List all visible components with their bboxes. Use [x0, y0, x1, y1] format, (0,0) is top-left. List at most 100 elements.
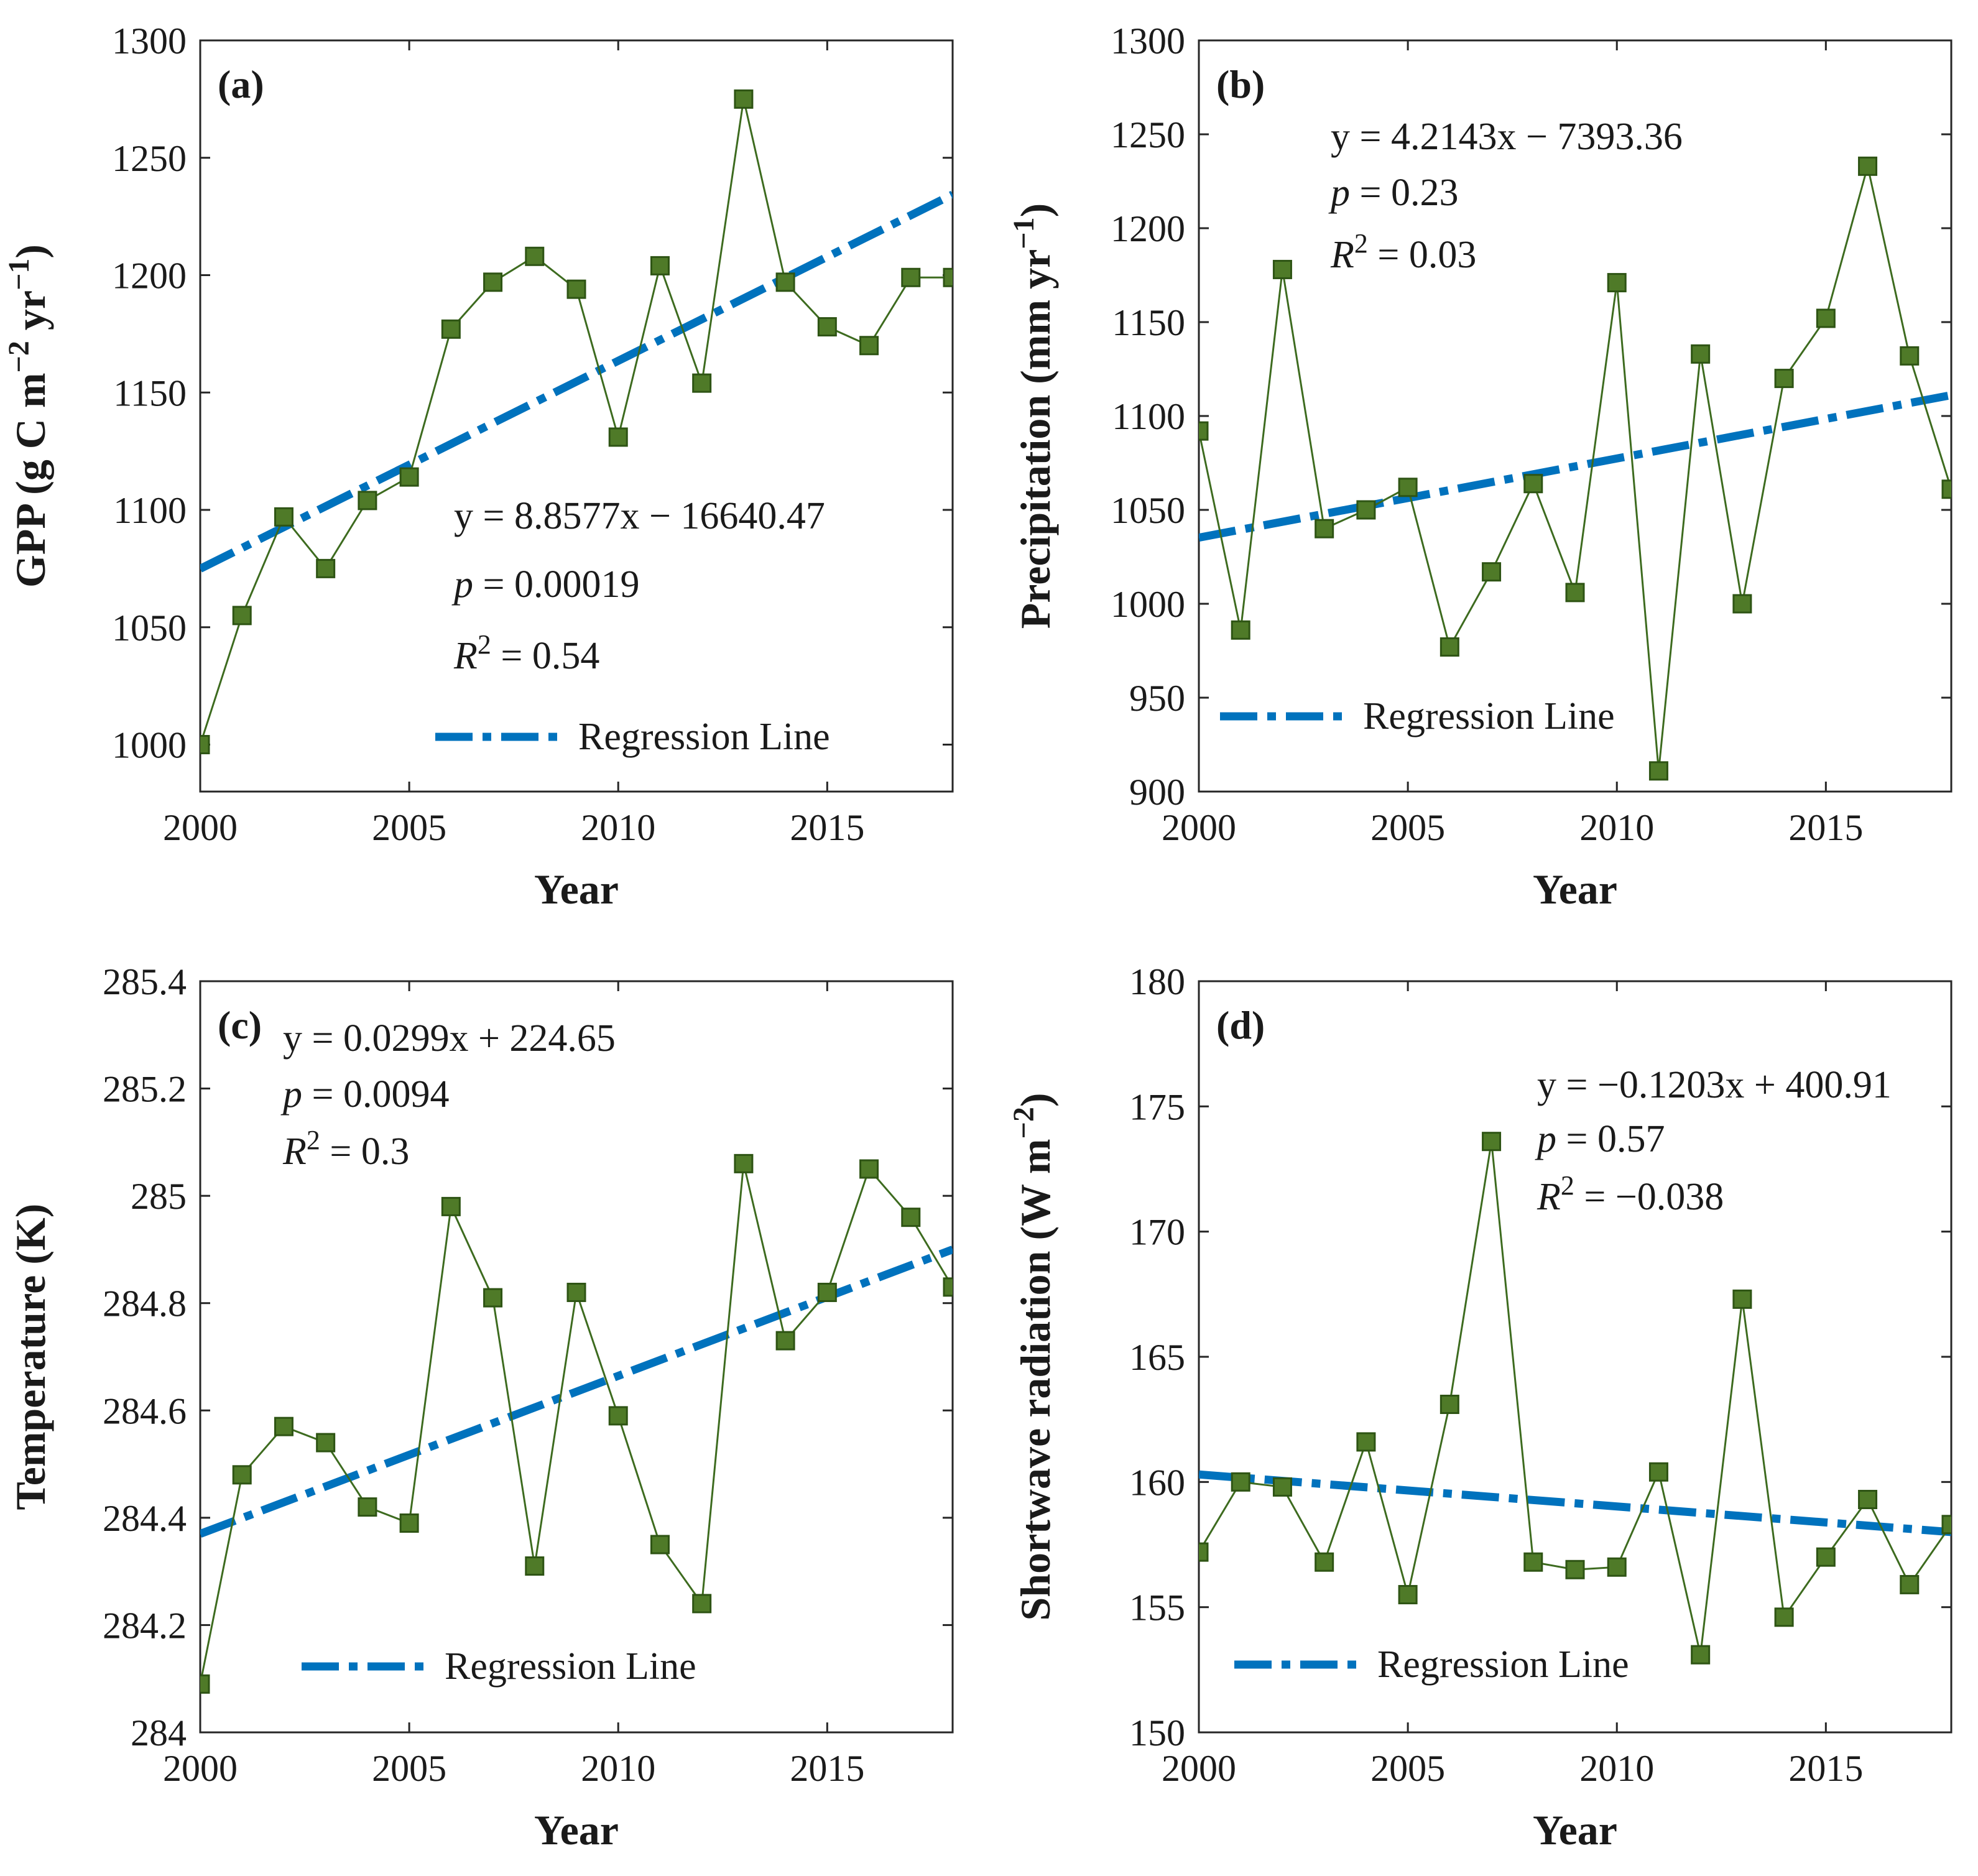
data-point — [1565, 1559, 1585, 1579]
data-point — [232, 1465, 252, 1485]
p-symbol: p — [280, 1073, 302, 1116]
data-point — [775, 1331, 795, 1351]
p-symbol: p — [1535, 1118, 1556, 1160]
data-point — [1565, 583, 1585, 603]
data-point — [608, 1406, 628, 1426]
data-point — [1356, 1432, 1376, 1452]
data-point — [441, 319, 461, 339]
y-tick-label: 284 — [131, 1712, 187, 1754]
r-exponent: 2 — [1354, 228, 1368, 259]
panel-label: (c) — [218, 1003, 262, 1047]
data-point — [1199, 1542, 1209, 1562]
y-tick-label: 165 — [1129, 1337, 1185, 1378]
data-point — [358, 491, 377, 511]
data-point — [1440, 1395, 1459, 1415]
data-point — [1732, 594, 1752, 614]
data-point — [1315, 519, 1334, 538]
y-label-sup: −2 — [2, 341, 35, 372]
r-symbol: R — [1330, 234, 1354, 276]
data-point — [1900, 346, 1920, 366]
p-value: p = 0.57 — [1535, 1118, 1665, 1160]
data-point — [525, 1556, 545, 1576]
r-squared-text: = 0.03 — [1368, 234, 1476, 276]
data-point — [1199, 421, 1209, 441]
p-value-text: = 0.00019 — [473, 563, 639, 606]
plot-area — [199, 980, 954, 1734]
data-point — [734, 1153, 754, 1173]
y-label-sup: −1 — [2, 259, 35, 290]
data-point — [1356, 500, 1376, 520]
data-point — [817, 317, 837, 337]
x-tick-label: 2010 — [581, 807, 655, 848]
data-point — [232, 606, 252, 626]
y-tick-label: 950 — [1129, 678, 1185, 719]
data-point — [650, 256, 670, 275]
legend-label: Regression Line — [578, 716, 830, 758]
data-point — [901, 267, 921, 287]
data-point — [1272, 1477, 1292, 1497]
y-tick-label: 1050 — [1111, 490, 1185, 531]
y-tick-label: 1100 — [1112, 396, 1185, 437]
plot-contents — [200, 1153, 953, 1694]
x-tick-label: 2010 — [581, 1748, 655, 1789]
y-tick-label: 1200 — [112, 256, 187, 297]
panel-b: 2000 2005 2010 2015 900 950 1000 1050 1100 1150 12… — [1007, 21, 1953, 913]
plot-contents — [200, 89, 953, 754]
data-point — [399, 467, 419, 487]
data-point — [1816, 308, 1836, 328]
y-tick-label: 284.2 — [103, 1605, 187, 1646]
data-point — [1523, 1552, 1543, 1572]
x-tick-label: 2015 — [790, 1748, 864, 1789]
y-tick-label: 1150 — [1112, 302, 1185, 343]
x-tick-label: 2015 — [1788, 1748, 1863, 1789]
y-tick-label: 150 — [1129, 1712, 1185, 1754]
x-tick-label: 2005 — [1370, 807, 1445, 848]
plot-area — [199, 39, 954, 793]
p-value: p = 0.00019 — [451, 563, 639, 606]
r-exponent: 2 — [478, 629, 491, 660]
data-point — [1691, 344, 1711, 364]
y-label-end: ) — [1012, 1093, 1059, 1107]
data-point — [943, 1277, 953, 1297]
y-tick-label: 1300 — [1111, 21, 1185, 62]
p-symbol: p — [1328, 172, 1350, 214]
y-tick-label: 1250 — [112, 138, 187, 179]
data-point — [943, 267, 953, 287]
y-tick-label: 180 — [1129, 961, 1185, 1002]
data-point — [859, 336, 879, 356]
y-tick-label: 1050 — [112, 608, 187, 649]
data-point — [1231, 1472, 1250, 1492]
p-value: p = 0.0094 — [280, 1073, 449, 1116]
p-value: p = 0.23 — [1328, 172, 1458, 214]
r-squared-text: = −0.038 — [1574, 1176, 1724, 1218]
y-tick-label: 155 — [1129, 1587, 1185, 1629]
data-point — [358, 1497, 377, 1517]
data-point — [1231, 620, 1250, 640]
r-squared-text: = 0.54 — [491, 635, 599, 677]
y-tick-label: 170 — [1129, 1212, 1185, 1253]
y-tick-label: 160 — [1129, 1462, 1185, 1503]
legend-label: Regression Line — [445, 1645, 696, 1688]
y-tick-label: 1000 — [1111, 584, 1185, 625]
data-point — [1315, 1552, 1334, 1572]
r-squared: R2 = 0.54 — [453, 629, 599, 678]
r-squared: R2 = −0.038 — [1537, 1170, 1724, 1219]
data-point — [399, 1513, 419, 1533]
data-point — [692, 373, 712, 393]
x-tick-label: 2005 — [372, 807, 446, 848]
y-axis-label: Temperature (K) — [7, 1204, 54, 1510]
y-label-main: Temperature (K) — [7, 1204, 54, 1510]
data-point — [1774, 1607, 1794, 1627]
y-tick-label: 1200 — [1111, 208, 1185, 249]
data-point — [316, 558, 336, 578]
x-tick-label: 2015 — [790, 807, 864, 848]
y-tick-label: 1300 — [112, 21, 187, 62]
data-point — [1816, 1547, 1836, 1567]
regression-equation: y = 8.8577x − 16640.47 — [454, 495, 825, 537]
data-point — [1900, 1574, 1920, 1594]
p-value-text: = 0.0094 — [302, 1073, 449, 1116]
x-tick-label: 2000 — [163, 807, 238, 848]
data-point — [274, 1416, 293, 1436]
x-tick-label: 2005 — [1370, 1748, 1445, 1789]
